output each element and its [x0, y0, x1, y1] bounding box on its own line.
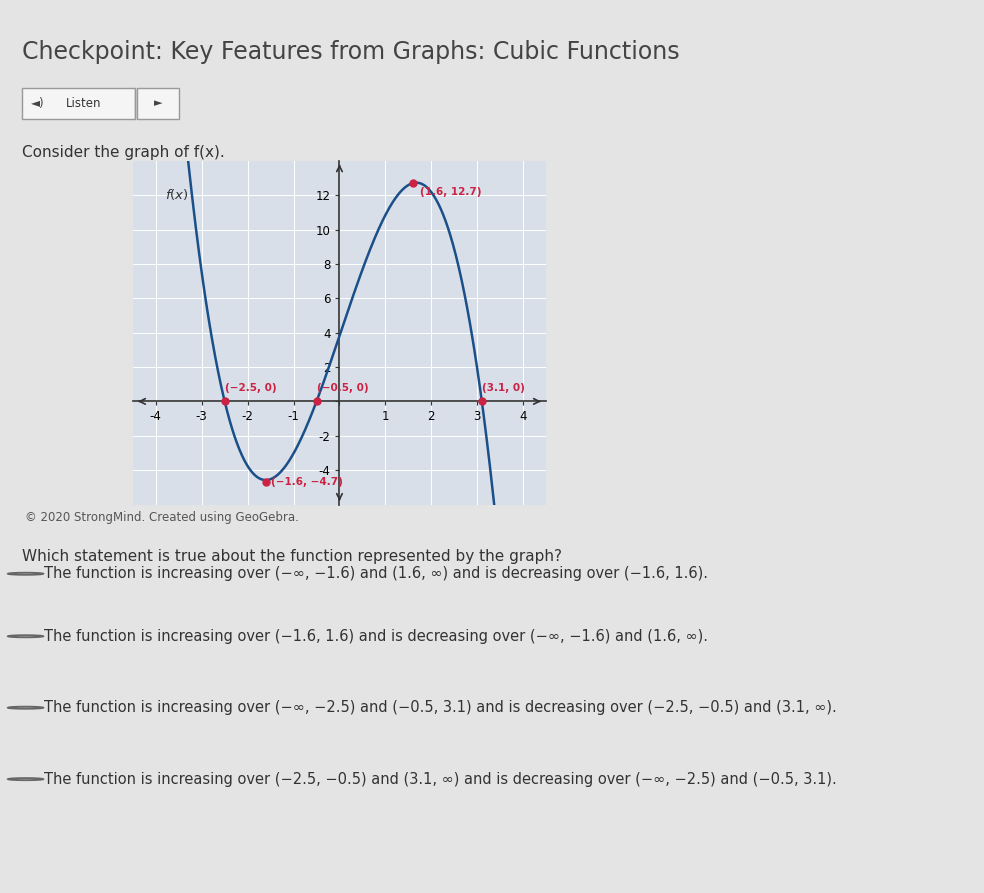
- Text: $f(x)$: $f(x)$: [165, 187, 189, 202]
- Text: © 2020 StrongMind. Created using GeoGebra.: © 2020 StrongMind. Created using GeoGebr…: [25, 511, 298, 524]
- Text: Checkpoint: Key Features from Graphs: Cubic Functions: Checkpoint: Key Features from Graphs: Cu…: [22, 40, 679, 64]
- Text: The function is increasing over (−∞, −1.6) and (1.6, ∞) and is decreasing over (: The function is increasing over (−∞, −1.…: [44, 566, 708, 581]
- Text: (−2.5, 0): (−2.5, 0): [224, 383, 277, 393]
- Text: (3.1, 0): (3.1, 0): [482, 383, 524, 393]
- Text: (−0.5, 0): (−0.5, 0): [317, 383, 368, 393]
- Text: Which statement is true about the function represented by the graph?: Which statement is true about the functi…: [22, 549, 562, 564]
- Text: Consider the graph of f(x).: Consider the graph of f(x).: [22, 145, 224, 160]
- Text: The function is increasing over (−2.5, −0.5) and (3.1, ∞) and is decreasing over: The function is increasing over (−2.5, −…: [44, 772, 837, 787]
- Text: The function is increasing over (−1.6, 1.6) and is decreasing over (−∞, −1.6) an: The function is increasing over (−1.6, 1…: [44, 629, 708, 644]
- Text: (1.6, 12.7): (1.6, 12.7): [420, 187, 481, 196]
- FancyBboxPatch shape: [22, 88, 135, 119]
- FancyBboxPatch shape: [137, 88, 179, 119]
- Text: Listen: Listen: [66, 97, 101, 110]
- Text: The function is increasing over (−∞, −2.5) and (−0.5, 3.1) and is decreasing ove: The function is increasing over (−∞, −2.…: [44, 700, 837, 715]
- Text: ◄): ◄): [31, 97, 44, 110]
- Text: (−1.6, −4.7): (−1.6, −4.7): [271, 477, 342, 487]
- Text: ►: ►: [154, 98, 162, 109]
